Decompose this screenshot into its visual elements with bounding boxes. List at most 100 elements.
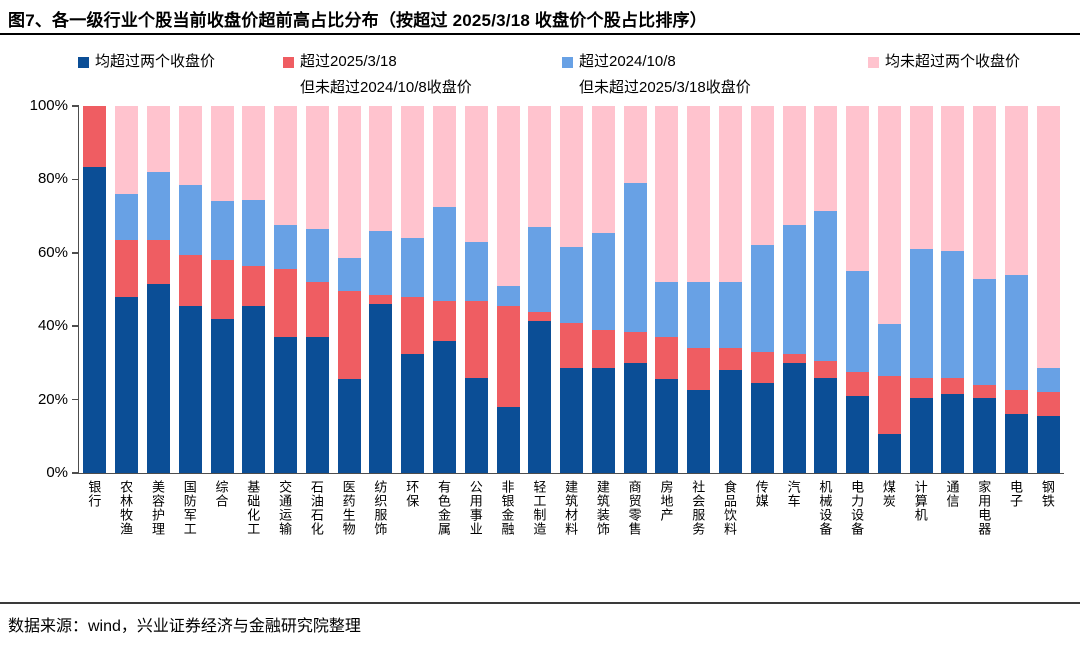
bar-segment	[623, 331, 647, 363]
stacked-bar	[115, 106, 139, 473]
x-axis-category-label: 汽车	[785, 480, 801, 508]
bar-segment	[623, 362, 647, 473]
legend-item: 超过2025/3/18 但未超过2024/10/8收盘价	[283, 52, 472, 98]
x-axis-category-label: 有色金属	[435, 480, 451, 536]
x-axis-category-label: 纺织服饰	[372, 480, 388, 536]
bar-segment	[369, 304, 393, 473]
bar-segment	[496, 306, 520, 407]
legend-item: 超过2024/10/8 但未超过2025/3/18收盘价	[562, 52, 751, 98]
bar-segment	[719, 282, 743, 349]
stacked-bar	[719, 106, 743, 473]
x-axis-category-label: 计算机	[912, 480, 928, 522]
bar-segment	[846, 395, 870, 473]
x-label-slot: 石油石化	[300, 480, 332, 536]
y-axis-tick	[72, 472, 79, 474]
x-label-slot: 公用事业	[459, 480, 491, 536]
bar-segment	[432, 340, 456, 473]
bar-segment	[846, 106, 870, 272]
stacked-bar	[146, 106, 170, 473]
bar-segment	[146, 106, 170, 173]
x-axis-category-label: 房地产	[658, 480, 674, 522]
bar-segment	[719, 106, 743, 283]
stacked-bar	[401, 106, 425, 473]
bar-slot	[1032, 106, 1064, 473]
x-label-slot: 家用电器	[968, 480, 1000, 536]
x-axis-category-label: 社会服务	[690, 480, 706, 536]
x-label-slot: 电力设备	[841, 480, 873, 536]
x-label-slot: 煤炭	[873, 480, 905, 536]
bar-segment	[528, 311, 552, 321]
stacked-bar	[655, 106, 679, 473]
y-axis-tick-label: 60%	[37, 243, 68, 261]
bar-segment	[782, 106, 806, 226]
stacked-bar	[591, 106, 615, 473]
stacked-bar	[496, 106, 520, 473]
x-axis-category-label: 医药生物	[340, 480, 356, 536]
stacked-bar	[623, 106, 647, 473]
bar-segment	[909, 377, 933, 398]
legend-item: 均未超过两个收盘价	[868, 52, 1020, 72]
x-axis-category-label: 机械设备	[817, 480, 833, 536]
bar-segment	[146, 239, 170, 284]
bar-segment	[274, 269, 298, 338]
legend-swatch-icon	[78, 56, 89, 68]
bar-slot	[969, 106, 1001, 473]
stacked-bar	[337, 106, 361, 473]
bar-segment	[1036, 368, 1060, 393]
x-axis-category-label: 电子	[1008, 480, 1024, 508]
bar-segment	[909, 106, 933, 250]
x-label-slot: 轻工制造	[523, 480, 555, 536]
stacked-bar	[1005, 106, 1029, 473]
x-axis-category-label: 非银金融	[499, 480, 515, 536]
bar-segment	[750, 245, 774, 352]
x-axis-category-label: 商贸零售	[626, 480, 642, 536]
x-label-slot: 通信	[936, 480, 968, 536]
bar-segment	[941, 394, 965, 473]
bar-segment	[591, 329, 615, 369]
bar-segment	[496, 106, 520, 286]
bar-segment	[305, 337, 329, 473]
bar-slot	[111, 106, 143, 473]
y-axis-tick-label: 20%	[37, 390, 68, 408]
x-label-slot: 建筑装饰	[587, 480, 619, 536]
bar-segment	[814, 106, 838, 211]
bar-segment	[401, 106, 425, 239]
bar-segment	[750, 106, 774, 246]
y-axis-tick-label: 100%	[29, 97, 68, 114]
bar-segment	[369, 230, 393, 296]
stacked-bar	[877, 106, 901, 473]
stacked-bar	[846, 106, 870, 473]
bar-slot	[397, 106, 429, 473]
bar-segment	[877, 324, 901, 376]
bar-segment	[242, 199, 266, 266]
x-axis-category-label: 国防军工	[181, 480, 197, 536]
bar-slot	[746, 106, 778, 473]
x-label-slot: 交通运输	[269, 480, 301, 536]
bar-segment	[782, 353, 806, 363]
bar-segment	[369, 106, 393, 231]
stacked-bar	[83, 106, 107, 473]
bar-slot	[206, 106, 238, 473]
bar-segment	[369, 295, 393, 305]
x-axis-category-label: 煤炭	[880, 480, 896, 508]
stacked-bar	[687, 106, 711, 473]
bar-segment	[432, 106, 456, 207]
bar-segment	[146, 172, 170, 240]
legend-label: 超过2024/10/8	[579, 53, 676, 70]
x-label-slot: 有色金属	[428, 480, 460, 536]
bar-segment	[464, 241, 488, 301]
bar-slot	[79, 106, 111, 473]
title-divider	[0, 33, 1080, 35]
stacked-bar	[750, 106, 774, 473]
bar-segment	[178, 106, 202, 185]
bar-slot	[556, 106, 588, 473]
bar-segment	[973, 278, 997, 385]
bar-segment	[623, 183, 647, 332]
bar-slot	[588, 106, 620, 473]
bar-slot	[270, 106, 302, 473]
x-axis-category-label: 综合	[213, 480, 229, 508]
bar-segment	[719, 348, 743, 371]
bar-segment	[591, 106, 615, 233]
x-label-slot: 食品饮料	[714, 480, 746, 536]
